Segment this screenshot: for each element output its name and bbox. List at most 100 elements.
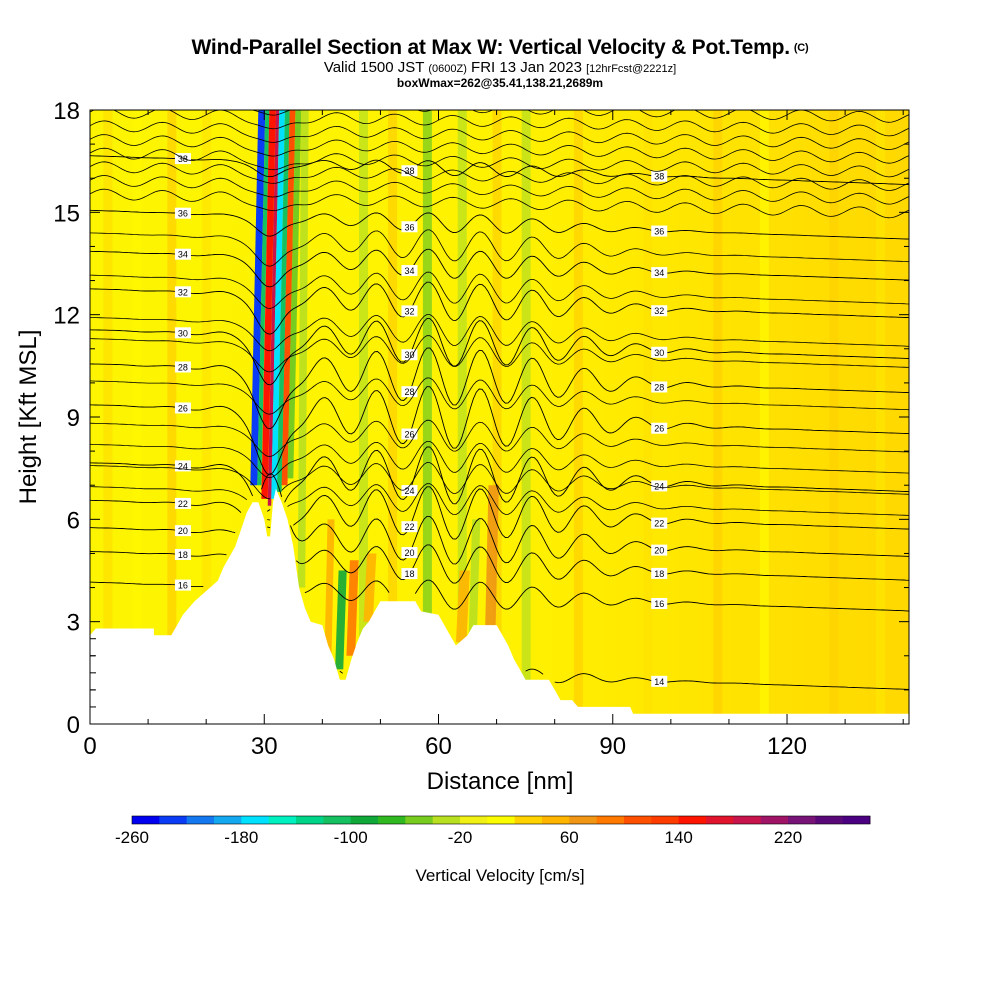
field-streak bbox=[103, 110, 113, 724]
field-streak bbox=[713, 110, 723, 724]
field-streak bbox=[422, 110, 432, 724]
isentrope-label-bg bbox=[651, 480, 668, 492]
lee-wave-band bbox=[484, 485, 499, 636]
isentrope-line bbox=[90, 377, 909, 415]
isentrope-line bbox=[90, 147, 909, 178]
field-streak bbox=[521, 110, 531, 724]
isentrope-line bbox=[90, 462, 909, 500]
isentrope-label: 18 bbox=[178, 550, 188, 560]
colorbar-swatch bbox=[186, 816, 215, 824]
y-tick-label: 0 bbox=[67, 712, 80, 739]
colorbar-swatch bbox=[350, 816, 379, 824]
colorbar-swatch bbox=[432, 816, 461, 824]
y-tick-label: 15 bbox=[53, 200, 80, 227]
colorbar-swatch bbox=[268, 816, 297, 824]
isentrope-label-bg bbox=[401, 485, 418, 497]
isentrope-label: 32 bbox=[178, 287, 188, 297]
wave-band bbox=[257, 110, 270, 486]
x-tick-label: 120 bbox=[767, 733, 807, 760]
field-streak bbox=[829, 110, 839, 724]
isentrope-label: 22 bbox=[654, 519, 664, 529]
isentrope-line bbox=[251, 110, 909, 123]
copyright-mark: (C) bbox=[793, 42, 809, 54]
field-streak bbox=[167, 110, 177, 724]
x-tick-label: 90 bbox=[599, 733, 626, 760]
isentrope-line bbox=[90, 161, 909, 191]
isentrope-label-bg bbox=[651, 381, 668, 393]
isentrope-label: 22 bbox=[404, 522, 414, 532]
colorbar-tick-label: -100 bbox=[334, 828, 368, 847]
isentrope-label: 24 bbox=[404, 486, 414, 496]
field-streak bbox=[359, 110, 368, 724]
isentrope-label-bg bbox=[651, 305, 668, 317]
colorbar-swatch bbox=[323, 816, 352, 824]
field-streak bbox=[759, 110, 769, 724]
forecast-info: [12hrFcst@2221z] bbox=[586, 63, 677, 75]
colorbar-swatch bbox=[241, 816, 270, 824]
chart-title-text: Wind-Parallel Section at Max W: Vertical… bbox=[191, 36, 791, 59]
isentrope-line bbox=[90, 229, 909, 267]
isentrope-label-bg bbox=[651, 346, 668, 358]
valid-date: FRI 13 Jan 2023 bbox=[471, 59, 582, 76]
colorbar-tick-label: -180 bbox=[224, 828, 258, 847]
isentrope-label-bg bbox=[174, 286, 191, 298]
field-streak bbox=[457, 110, 467, 724]
isentrope-label: 34 bbox=[178, 250, 188, 260]
box-info: boxWmax=262@35.41,138.21,2689m bbox=[396, 76, 604, 90]
isentrope-label-bg bbox=[174, 548, 191, 560]
colorbar-swatch bbox=[460, 816, 488, 824]
isentrope-line bbox=[90, 110, 909, 137]
isentrope-label-bg bbox=[174, 460, 191, 472]
isentrope-label: 20 bbox=[654, 546, 664, 556]
colorbar-swatch bbox=[296, 816, 324, 824]
isentrope-label: 32 bbox=[654, 306, 664, 316]
colorbar-swatch bbox=[378, 816, 406, 824]
isentrope-label-bg bbox=[401, 428, 418, 440]
colorbar-swatch bbox=[842, 816, 871, 824]
isentrope-label: 18 bbox=[404, 569, 414, 579]
isentrope-label: 16 bbox=[178, 581, 188, 591]
colorbar-tick-label: 220 bbox=[774, 828, 802, 847]
isentrope-label-bg bbox=[651, 567, 668, 579]
wave-band bbox=[267, 110, 280, 506]
isentrope-line bbox=[90, 209, 909, 240]
isentrope-line bbox=[90, 483, 909, 521]
isentrope-label-bg bbox=[174, 402, 191, 414]
field-streak bbox=[132, 110, 142, 724]
valid-time-utc: (0600Z) bbox=[428, 63, 467, 75]
colorbar-swatch bbox=[706, 816, 734, 824]
lee-wave-band bbox=[363, 553, 377, 622]
isentrope-label-bg bbox=[651, 422, 668, 434]
chart-title-block: Wind-Parallel Section at Max W: Vertical… bbox=[0, 36, 1000, 89]
isentrope-label-bg bbox=[401, 305, 418, 317]
isentrope-label-bg bbox=[174, 207, 191, 219]
colorbar-swatch bbox=[733, 816, 762, 824]
isentrope-label: 26 bbox=[404, 430, 414, 440]
isentrope-line bbox=[90, 446, 909, 529]
isentrope-label: 28 bbox=[404, 387, 414, 397]
wave-band bbox=[287, 110, 302, 479]
isentrope-label-bg bbox=[651, 267, 668, 279]
isentrope-line bbox=[90, 419, 909, 457]
isentrope-label: 36 bbox=[178, 209, 188, 219]
isentrope-line bbox=[90, 486, 909, 540]
isentrope-line bbox=[90, 509, 909, 584]
colorbar-swatch bbox=[624, 816, 652, 824]
isentrope-label: 30 bbox=[654, 348, 664, 358]
isentrope-label: 32 bbox=[404, 306, 414, 316]
isentrope-label: 22 bbox=[178, 499, 188, 509]
colorbar-tick-label: 60 bbox=[560, 828, 579, 847]
wave-band bbox=[277, 110, 290, 493]
isentrope-label-bg bbox=[401, 521, 418, 533]
isentrope-line bbox=[90, 347, 909, 430]
isentrope-label: 34 bbox=[404, 266, 414, 276]
colorbar: -260 -180 -100 -20 60 140 220 bbox=[115, 815, 871, 847]
isentrope-label: 26 bbox=[178, 403, 188, 413]
field-streak bbox=[875, 110, 885, 724]
isentrope-label: 38 bbox=[404, 166, 414, 176]
y-tick-label: 18 bbox=[53, 98, 80, 125]
field-streak bbox=[388, 110, 398, 724]
field-streak bbox=[643, 110, 653, 724]
isentrope-label-bg bbox=[174, 525, 191, 537]
isentrope-label: 20 bbox=[404, 548, 414, 558]
